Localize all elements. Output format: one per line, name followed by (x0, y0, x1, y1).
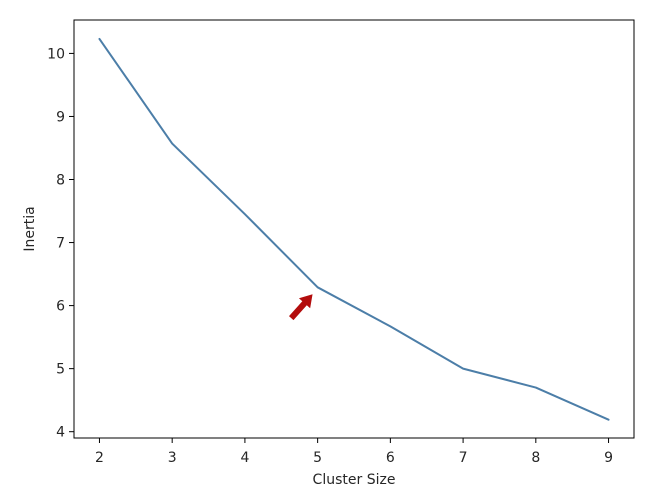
x-axis-ticks: 2 3 4 5 6 7 8 9 (95, 438, 613, 466)
x-tick-label: 3 (168, 450, 177, 466)
series-line-0 (98, 37, 610, 421)
series-layer (98, 37, 610, 421)
y-axis-ticks: 4 5 6 7 8 9 10 (47, 46, 74, 441)
plot-area (73, 19, 635, 439)
y-tick-label: 5 (56, 362, 65, 378)
x-tick-label: 9 (604, 450, 613, 466)
y-tick-label: 6 (56, 299, 65, 315)
y-tick-label: 8 (56, 173, 65, 189)
annotation-arrow (289, 294, 313, 321)
annotation-layer (289, 294, 313, 321)
x-tick-label: 4 (240, 450, 249, 466)
y-tick-label: 4 (56, 425, 65, 441)
y-tick-label: 7 (56, 236, 65, 252)
x-tick-label: 8 (531, 450, 540, 466)
y-tick-label: 10 (47, 46, 65, 62)
x-axis-label: Cluster Size (313, 472, 396, 488)
x-tick-label: 7 (459, 450, 468, 466)
y-axis-label: Inertia (22, 206, 38, 251)
y-tick-label: 9 (56, 109, 65, 125)
x-tick-label: 2 (95, 450, 104, 466)
x-tick-label: 5 (313, 450, 322, 466)
x-tick-label: 6 (386, 450, 395, 466)
